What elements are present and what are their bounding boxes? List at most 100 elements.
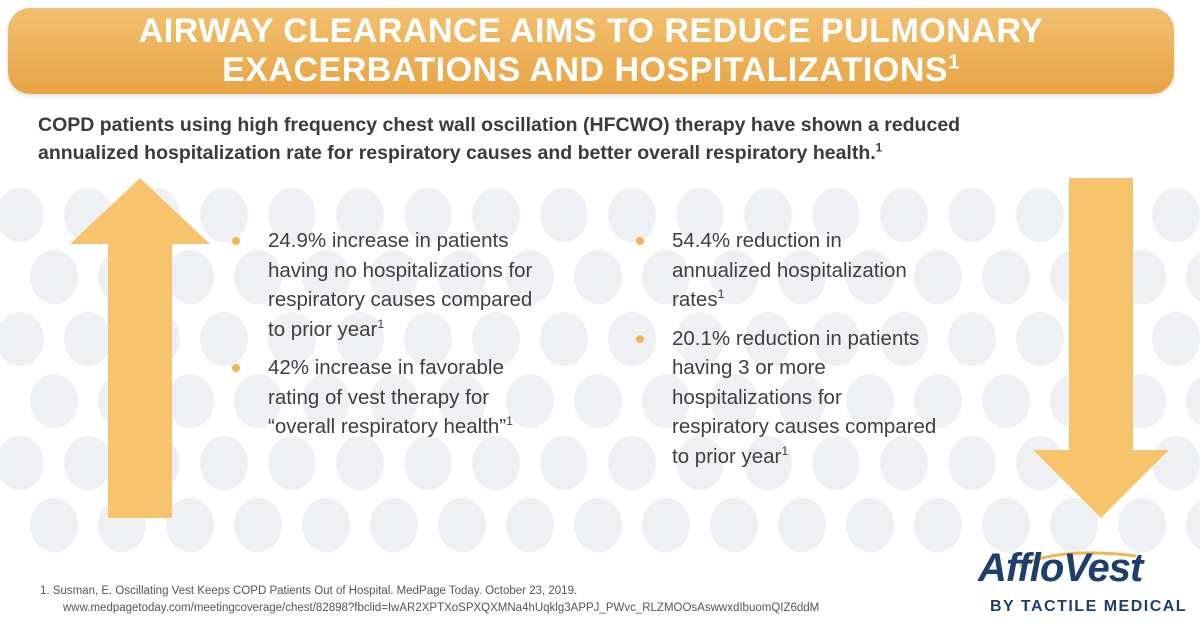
background-dot (1186, 252, 1200, 302)
background-dot (0, 436, 44, 490)
intro-line-2: annualized hospitalization rate for resp… (38, 139, 1178, 167)
bullet-line-text: to prior year (672, 444, 782, 468)
bullet-line: “overall respiratory health”1 (268, 412, 612, 442)
background-dot (200, 436, 248, 490)
background-dot (642, 374, 690, 428)
background-dot (676, 188, 724, 242)
background-dot (268, 436, 316, 490)
bullet-line-text: to prior year (268, 317, 378, 341)
logo-wordmark: AffloVest (978, 546, 1143, 590)
background-dot (200, 188, 248, 242)
background-dot (1152, 188, 1200, 242)
background-dot (642, 498, 690, 552)
banner-title-line-2-text: EXACERBATIONS AND HOSPITALIZATIONS (222, 51, 949, 89)
bullet-three-or-more: 20.1% reduction in patients having 3 or … (636, 324, 1026, 472)
background-dot (200, 312, 248, 366)
background-dot (982, 498, 1030, 552)
background-dot (268, 188, 316, 242)
background-dot (812, 312, 860, 366)
background-dot (608, 436, 656, 490)
intro-paragraph: COPD patients using high frequency chest… (38, 111, 1178, 167)
background-dot (574, 498, 622, 552)
background-dot (472, 188, 520, 242)
bullet-no-hospitalizations: 24.9% increase in patients having no hos… (232, 226, 612, 344)
bullet-line: annualized hospitalization (672, 258, 907, 282)
background-dot (166, 498, 214, 552)
background-dot (302, 250, 350, 304)
bullet-line: hospitalizations for (672, 385, 842, 409)
background-dot (30, 250, 78, 304)
background-dot (1016, 436, 1064, 490)
background-dot (642, 250, 690, 304)
background-dot (948, 436, 996, 490)
background-dot (710, 250, 758, 304)
background-dot (1186, 500, 1200, 550)
background-dot (438, 250, 486, 304)
background-dot (506, 250, 554, 304)
intro-line-1: COPD patients using high frequency chest… (38, 114, 961, 136)
background-dot (948, 312, 996, 366)
swoosh-icon (1019, 551, 1137, 568)
bullet-line-text: rates (672, 288, 718, 311)
intro-line-2-text: annualized hospitalization rate for resp… (38, 142, 876, 164)
bullet-favorable-rating: 42% increase in favorable rating of vest… (232, 353, 612, 442)
background-dot (812, 188, 860, 242)
background-dot (608, 312, 656, 366)
background-dot (574, 374, 622, 428)
background-dot (302, 498, 350, 552)
reduction-bullet-list: 54.4% reduction in annualized hospitaliz… (636, 226, 1026, 480)
bullet-reference: 1 (506, 414, 513, 429)
background-dot (30, 498, 78, 552)
background-dot (472, 436, 520, 490)
background-dot (574, 250, 622, 304)
background-dot (1016, 188, 1064, 242)
intro-reference: 1 (875, 141, 883, 155)
citation-url[interactable]: www.medpagetoday.com/meetingcoverage/che… (63, 602, 820, 614)
bullet-line-text: “overall respiratory health” (268, 415, 507, 438)
background-dot (1050, 498, 1098, 552)
background-dot (506, 374, 554, 428)
background-dot (234, 498, 282, 552)
bullet-annualized-rates: 54.4% reduction in annualized hospitaliz… (636, 226, 1026, 315)
background-dot (676, 436, 724, 490)
background-dot (914, 250, 962, 304)
background-dot (438, 498, 486, 552)
background-dot (336, 436, 384, 490)
background-dot (540, 188, 588, 242)
citation-line-1: 1. Susman, E. Oscillating Vest Keeps COP… (40, 585, 578, 597)
background-dot (234, 374, 282, 428)
banner-title-line-1: AIRWAY CLEARANCE AIMS TO REDUCE PULMONAR… (138, 12, 1044, 50)
bullet-line: to prior year1 (268, 315, 612, 345)
background-dot (812, 436, 860, 490)
background-dot (846, 498, 894, 552)
background-dot (1152, 312, 1200, 366)
bullet-line: 54.4% reduction in (672, 229, 842, 252)
banner-title-line-2: EXACERBATIONS AND HOSPITALIZATIONS1 (222, 51, 960, 90)
background-dot (234, 250, 282, 304)
background-dot (710, 498, 758, 552)
background-dot (30, 374, 78, 428)
background-dot (710, 374, 758, 428)
down-arrow-icon (1033, 178, 1169, 518)
background-dot (166, 374, 214, 428)
background-dot (982, 250, 1030, 304)
background-dot (336, 188, 384, 242)
logo-tagline: BY TACTILE MEDICAL (990, 598, 1188, 615)
background-dot (1016, 312, 1064, 366)
background-dot (0, 188, 44, 242)
background-dot (914, 374, 962, 428)
background-dot (0, 312, 44, 366)
bullet-line: rating of vest therapy for (268, 385, 490, 409)
background-dot (914, 498, 962, 552)
title-banner: AIRWAY CLEARANCE AIMS TO REDUCE PULMONAR… (8, 8, 1174, 94)
background-dot (676, 312, 724, 366)
background-dot (472, 312, 520, 366)
background-dot (1186, 376, 1200, 426)
background-dot (370, 498, 418, 552)
background-dot (880, 188, 928, 242)
bullet-line: 42% increase in favorable (268, 356, 504, 379)
background-dot (64, 436, 112, 490)
background-dot (948, 188, 996, 242)
background-dot (404, 188, 452, 242)
